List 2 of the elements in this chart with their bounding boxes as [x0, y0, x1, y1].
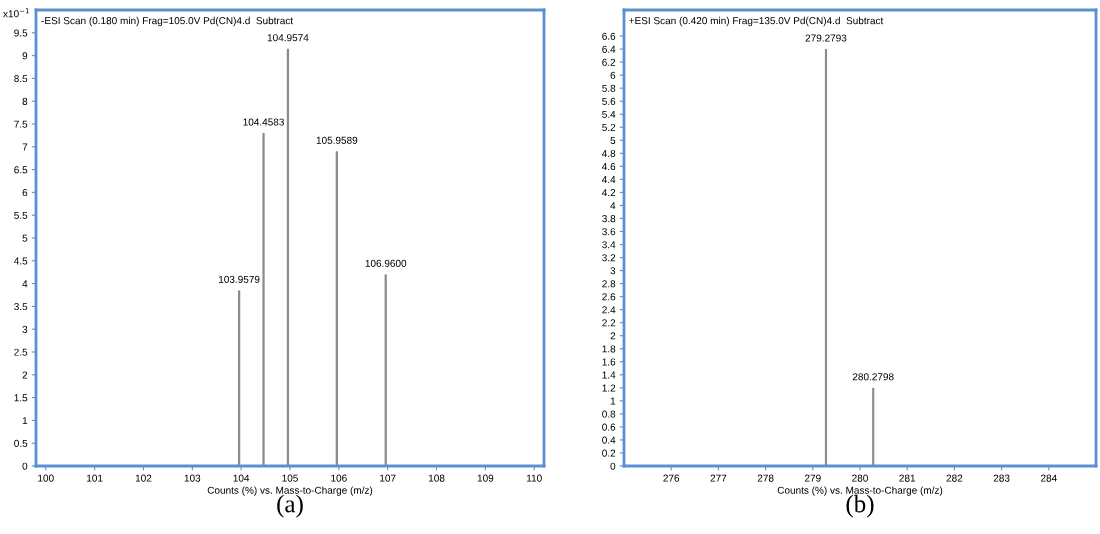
text: (a)	[277, 494, 303, 518]
text: (b)	[846, 494, 874, 518]
